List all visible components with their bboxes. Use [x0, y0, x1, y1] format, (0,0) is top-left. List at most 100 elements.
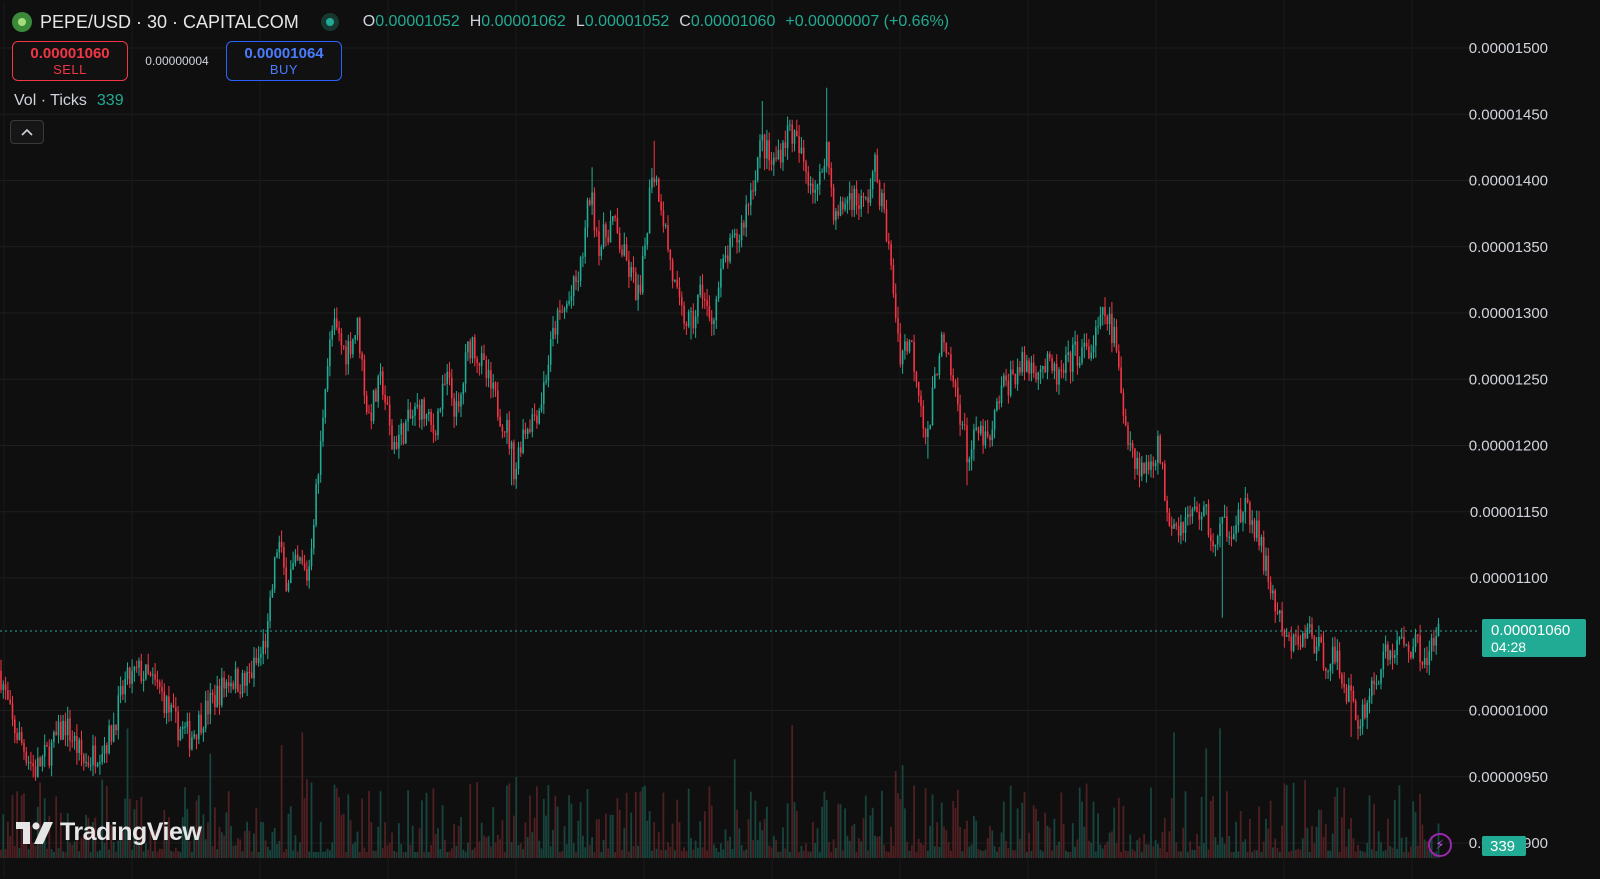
candle-body [62, 720, 64, 740]
volume-bar [1251, 851, 1254, 858]
volume-bar [812, 821, 814, 858]
volume-bar [733, 759, 736, 858]
candle-body [175, 707, 177, 712]
candle-body [1281, 610, 1283, 632]
candle-body [577, 280, 580, 282]
volume-bar [151, 851, 154, 858]
volume-bar [400, 843, 403, 858]
candle-body [901, 350, 904, 365]
candle-body [936, 373, 938, 375]
candle-body [1354, 701, 1357, 721]
sell-price: 0.00001060 [30, 44, 110, 62]
volume-bar [846, 835, 849, 858]
candle-body [522, 429, 524, 453]
volume-bar [340, 815, 343, 858]
volume-bar [80, 837, 83, 858]
volume-bar [1364, 851, 1366, 858]
candle-body [207, 700, 209, 715]
collapse-legend-button[interactable] [10, 120, 44, 144]
volume-bar [876, 836, 879, 858]
candle-body [1074, 341, 1076, 345]
lightning-icon[interactable]: ⚡ [1428, 833, 1452, 857]
candle-body [18, 731, 21, 740]
volume-bar [195, 800, 198, 858]
volume-bar [982, 850, 984, 858]
candle-body [2, 684, 5, 690]
candle-body [163, 691, 166, 714]
volume-bar [701, 847, 704, 858]
volume-bar [342, 813, 345, 858]
candle-body [782, 142, 784, 163]
volume-bar [1166, 851, 1168, 858]
volume-bar [1232, 851, 1235, 858]
volume-legend[interactable]: Vol · Ticks 339 [14, 92, 124, 110]
volume-bar [1350, 818, 1352, 858]
candle-body [89, 765, 92, 767]
sell-button[interactable]: 0.00001060 SELL [12, 41, 128, 81]
volume-bar [158, 848, 161, 858]
volume-bar [1393, 799, 1396, 858]
candle-body [474, 337, 476, 359]
candle-body [582, 256, 584, 258]
volume-bar [188, 841, 191, 858]
volume-bar [515, 776, 518, 858]
candle-body [7, 690, 9, 700]
candle-body [359, 317, 361, 354]
candle-body [1138, 458, 1141, 477]
volume-bar [1221, 837, 1224, 858]
candle-body [1292, 634, 1295, 651]
buy-button[interactable]: 0.00001064 BUY [226, 41, 342, 81]
volume-bar [170, 850, 173, 858]
candle-body [1049, 353, 1051, 358]
high-label: H [469, 13, 482, 30]
candle-body [490, 370, 492, 389]
candle-body [1143, 462, 1145, 474]
volume-bar [473, 847, 476, 858]
volume-bar [927, 850, 929, 858]
candle-body [124, 679, 126, 695]
volume-bar [404, 851, 407, 858]
volume-bar [522, 849, 524, 858]
candle-body [393, 442, 396, 450]
volume-bar [931, 794, 934, 858]
candle-body [361, 353, 363, 360]
volume-bar [59, 812, 62, 858]
candle-body [370, 412, 373, 422]
candle-body [1295, 634, 1297, 637]
volume-bar [174, 847, 177, 858]
volume-bar [533, 817, 536, 858]
volume-bar [1285, 785, 1288, 858]
candle-body [1014, 373, 1017, 385]
close-label: C [679, 13, 691, 30]
candle-body [855, 188, 858, 206]
volume-bar [584, 847, 587, 858]
volume-bar [1009, 785, 1012, 858]
volume-bar [664, 849, 667, 858]
volume-bar [628, 851, 630, 858]
volume-bar [830, 851, 833, 858]
volume-bar [621, 849, 623, 858]
volume-bar [908, 850, 911, 858]
volume-bar [193, 825, 196, 858]
candle-body [1076, 341, 1079, 366]
candle-body [591, 192, 593, 205]
volume-bar [248, 830, 251, 858]
volume-bar [338, 797, 340, 858]
candle-body [106, 745, 108, 754]
candle-body [1403, 636, 1405, 645]
candle-body [115, 724, 117, 731]
price-axis[interactable]: 0.00001500 0.00001450 0.00001400 0.00001350… [1469, 40, 1548, 852]
candle-body [1345, 687, 1348, 702]
volume-bar [1055, 845, 1058, 858]
volume-bar [372, 850, 375, 858]
volume-bar [1407, 852, 1410, 858]
candle-body [446, 371, 448, 384]
volume-bar [816, 828, 819, 858]
tradingview-logo[interactable]: TradingView [16, 818, 202, 847]
symbol-title[interactable]: PEPE/USD · 30 · CAPITALCOM [40, 11, 299, 32]
volume-bar [745, 849, 748, 858]
candle-body [368, 412, 370, 414]
candle-body [195, 734, 198, 740]
candle-body [421, 399, 423, 420]
